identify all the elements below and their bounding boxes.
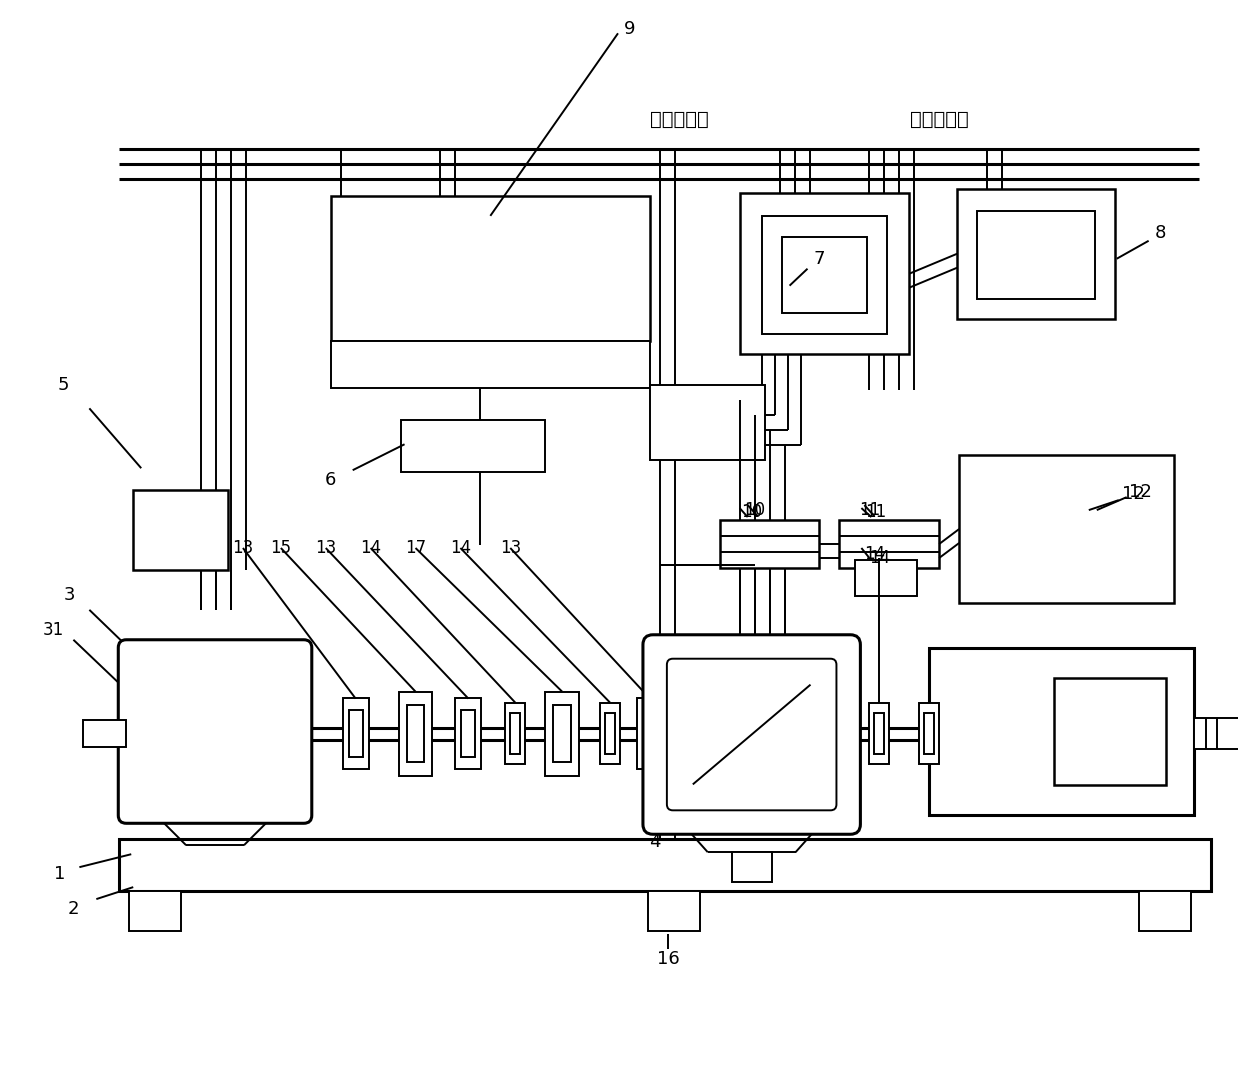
Bar: [505, 703, 526, 764]
Bar: [644, 710, 657, 758]
Text: 6: 6: [325, 471, 336, 489]
Bar: [869, 703, 889, 764]
FancyBboxPatch shape: [667, 658, 837, 810]
Bar: [919, 703, 939, 764]
Bar: [546, 692, 579, 776]
Text: 17: 17: [405, 538, 427, 557]
Bar: [874, 713, 884, 754]
Bar: [732, 852, 771, 882]
Bar: [511, 713, 521, 754]
Bar: [401, 421, 546, 472]
FancyBboxPatch shape: [644, 634, 861, 834]
Text: 14: 14: [450, 538, 471, 557]
Text: 1: 1: [53, 865, 66, 883]
Bar: [553, 704, 572, 762]
Bar: [977, 210, 1095, 299]
Text: 13: 13: [500, 538, 521, 557]
Bar: [407, 704, 424, 762]
Text: 13: 13: [232, 538, 254, 557]
Text: 14: 14: [360, 538, 381, 557]
Bar: [1054, 678, 1166, 786]
Bar: [637, 698, 663, 770]
Bar: [133, 490, 228, 570]
Text: 13: 13: [315, 538, 336, 557]
Text: 9: 9: [624, 21, 636, 38]
Bar: [649, 892, 699, 931]
Bar: [398, 692, 433, 776]
Bar: [929, 647, 1194, 815]
Text: 12: 12: [1122, 485, 1145, 504]
Bar: [781, 237, 867, 313]
Bar: [1194, 717, 1240, 750]
Text: 12: 12: [1130, 483, 1152, 501]
Bar: [331, 340, 650, 388]
Text: 5: 5: [58, 376, 69, 395]
Text: 定子并网点: 定子并网点: [651, 110, 709, 129]
Bar: [924, 713, 934, 754]
Text: 2: 2: [68, 900, 79, 918]
Bar: [761, 216, 888, 334]
Bar: [740, 193, 909, 354]
Bar: [83, 719, 126, 748]
Text: 10: 10: [744, 501, 765, 519]
Text: 3: 3: [63, 585, 76, 604]
Bar: [957, 189, 1115, 318]
Bar: [719, 520, 820, 568]
Bar: [342, 698, 368, 770]
Bar: [650, 386, 765, 460]
Text: 16: 16: [656, 950, 680, 968]
Text: 14: 14: [864, 545, 885, 562]
Bar: [959, 456, 1173, 603]
Text: 31: 31: [43, 621, 64, 639]
Text: 8: 8: [1154, 223, 1167, 242]
Bar: [1138, 892, 1190, 931]
Text: 7: 7: [813, 250, 826, 268]
Bar: [331, 196, 650, 340]
Text: 4: 4: [650, 833, 661, 851]
FancyBboxPatch shape: [118, 640, 311, 823]
Text: 11: 11: [864, 504, 885, 521]
Text: 11: 11: [859, 501, 880, 519]
Text: 15: 15: [270, 538, 291, 557]
Bar: [348, 710, 362, 758]
Bar: [455, 698, 481, 770]
Text: 14: 14: [869, 549, 890, 567]
Bar: [461, 710, 475, 758]
Bar: [839, 520, 939, 568]
Bar: [119, 839, 1211, 892]
Text: 10: 10: [742, 504, 763, 521]
Text: 转子并网点: 转子并网点: [910, 110, 968, 129]
Bar: [129, 892, 181, 931]
Bar: [605, 713, 615, 754]
Bar: [600, 703, 620, 764]
Bar: [856, 560, 918, 596]
